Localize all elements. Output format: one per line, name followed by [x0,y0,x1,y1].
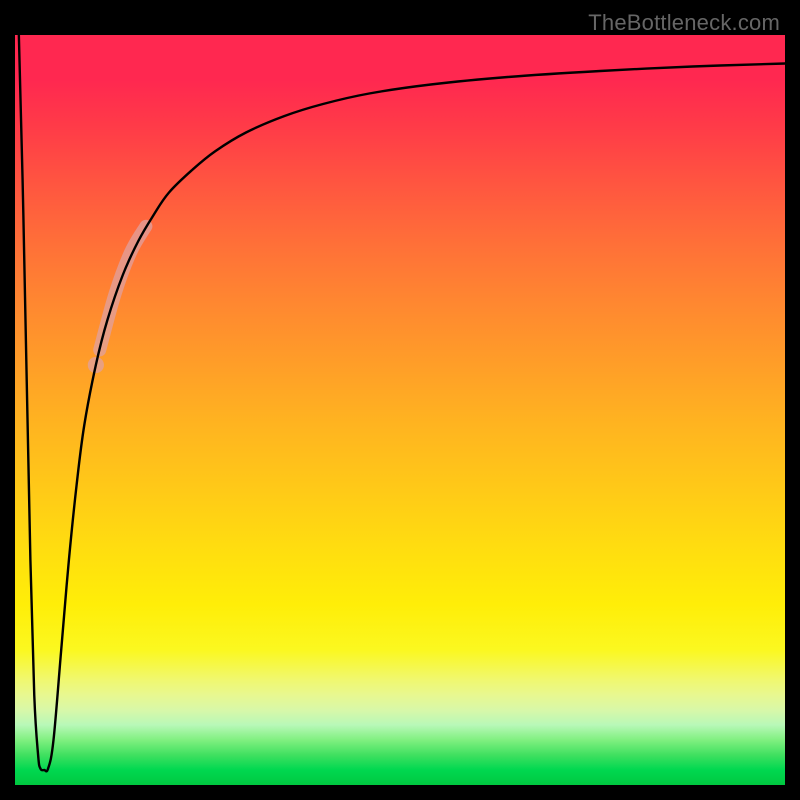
plot-area [15,35,785,785]
gradient-background [15,35,785,785]
chart-container: TheBottleneck.com [0,0,800,800]
watermark-text: TheBottleneck.com [588,10,780,36]
